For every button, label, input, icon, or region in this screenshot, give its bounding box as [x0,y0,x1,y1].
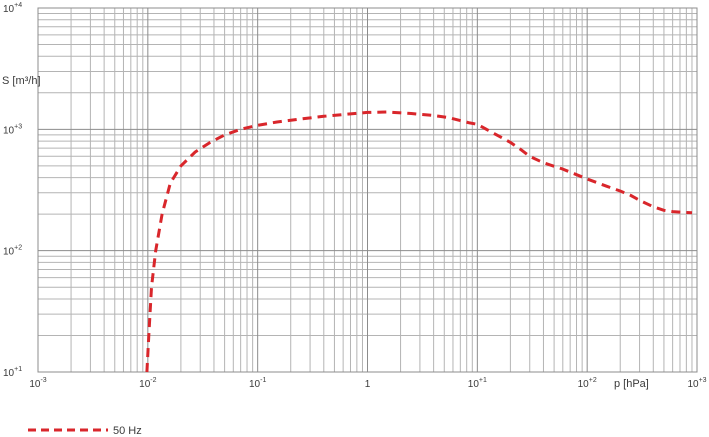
legend-label-50hz: 50 Hz [113,425,142,437]
x-tick-label: 10+2 [578,377,597,390]
y-axis-label: S [m³/h] [2,75,41,87]
y-tick-label: 10+2 [3,245,22,258]
series-layer [145,110,693,373]
series-line-0 [145,110,693,373]
x-tick-label: 10-2 [139,377,156,390]
y-tick-labels: 10+1 10+2 10+3 10+4 [3,2,22,379]
legend: 50 Hz [28,425,142,437]
plot-frame [37,7,698,373]
x-tick-label: 10+3 [687,377,706,390]
x-tick-labels: 10-3 10-2 10-1 1 10+1 10+2 10+3 [29,377,706,390]
x-tick-label: 10-1 [249,377,266,390]
y-tick-label: 10+1 [3,366,22,379]
x-tick-label: 10-3 [29,377,46,390]
x-tick-label: 10+1 [468,377,487,390]
x-axis-label: p [hPa] [614,378,649,390]
y-tick-label: 10+4 [3,2,22,15]
y-tick-label: 10+3 [3,123,22,136]
x-tick-label: 1 [365,379,371,390]
